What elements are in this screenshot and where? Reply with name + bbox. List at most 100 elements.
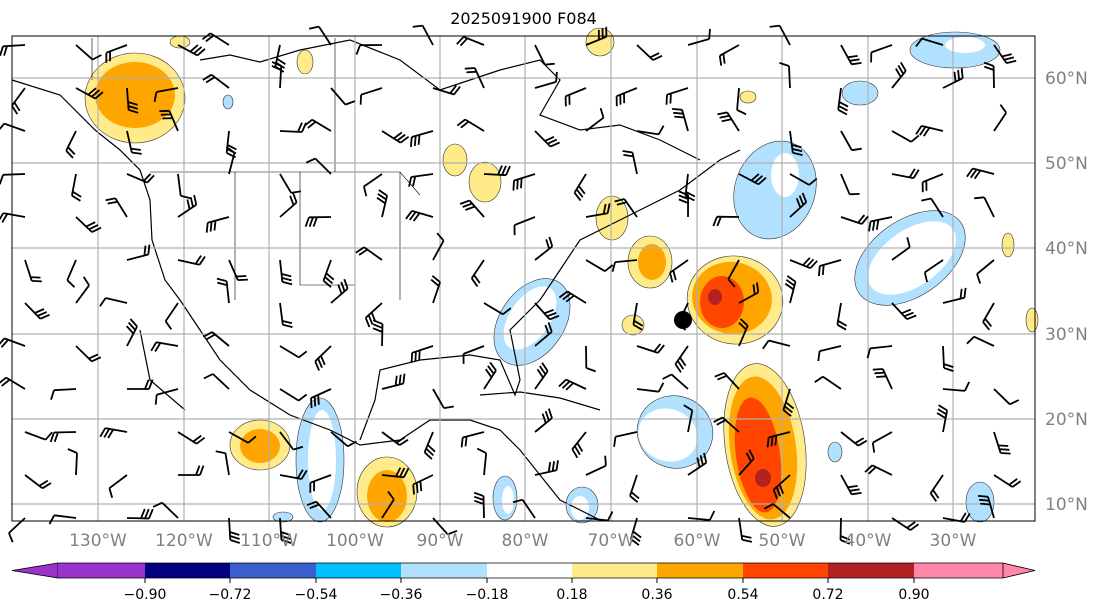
- wind-barb: [0, 122, 26, 132]
- wind-barb: [432, 232, 445, 261]
- contour-fill: [621, 314, 645, 336]
- wind-barb: [571, 431, 587, 459]
- wind-barb: [840, 214, 869, 225]
- contour-fill: [367, 470, 407, 522]
- colorbar-segment: [743, 563, 828, 578]
- wind-barb: [789, 257, 818, 270]
- wind-barb: [75, 216, 102, 233]
- contour-fill: [868, 221, 956, 295]
- contour-fill: [638, 408, 698, 462]
- wind-barb: [456, 118, 485, 132]
- colorbar-tick-label: 0.36: [641, 587, 672, 603]
- wind-barb: [718, 44, 740, 66]
- contour-fill: [771, 153, 799, 197]
- wind-barb: [636, 44, 663, 61]
- lat-label: 40°N: [1045, 239, 1088, 259]
- wind-barb: [717, 111, 740, 132]
- wind-barb: [381, 467, 410, 479]
- wind-barb: [977, 495, 995, 519]
- lon-label: 80°W: [502, 531, 549, 551]
- wind-barb: [665, 87, 689, 105]
- wind-barb: [929, 474, 944, 502]
- wind-barb: [177, 44, 206, 57]
- wind-barb: [11, 87, 26, 115]
- wind-barb: [202, 73, 230, 89]
- wind-barb: [585, 26, 608, 46]
- wind-barb: [738, 449, 755, 476]
- wind-barb: [669, 259, 689, 283]
- contour-fill: [595, 195, 629, 241]
- wind-barb: [870, 44, 893, 63]
- wind-barb: [966, 335, 995, 347]
- wind-barb: [534, 322, 553, 347]
- wind-barb: [779, 62, 791, 89]
- wind-barb: [8, 517, 26, 543]
- wind-barb: [613, 431, 638, 447]
- colorbar: −0.90 −0.72 −0.54 −0.36 −0.18 0.18 0.36 0.54 0.7…: [11, 562, 1036, 603]
- wind-barb: [614, 198, 638, 218]
- anomaly-contours: [84, 27, 1039, 528]
- wind-barb: [678, 190, 689, 218]
- latitude-labels: 60°N 50°N 40°N 30°N 20°N 10°N: [1045, 69, 1088, 515]
- lon-label: 100°W: [326, 531, 384, 551]
- wind-barbs: [0, 24, 1022, 546]
- wind-barb: [512, 498, 536, 519]
- wind-barb: [534, 460, 559, 476]
- wind-barb: [629, 474, 640, 503]
- wind-barb: [782, 388, 795, 417]
- contour-fill: [827, 441, 843, 463]
- wind-barb: [127, 379, 154, 390]
- wind-barb: [330, 87, 356, 106]
- wind-barb: [0, 376, 26, 390]
- wind-barb: [982, 302, 995, 331]
- wind-barb: [891, 517, 920, 531]
- wind-barb: [866, 345, 893, 359]
- wind-barb: [483, 165, 511, 177]
- wind-barb: [687, 28, 711, 46]
- wind-barb: [818, 259, 842, 277]
- lat-label: 10°N: [1045, 495, 1088, 515]
- wind-barb: [279, 517, 292, 544]
- wind-barb: [585, 345, 597, 373]
- coastlines: [11, 38, 741, 521]
- wind-barb: [891, 168, 920, 179]
- wind-barb: [205, 216, 230, 233]
- contour-fill: [468, 161, 502, 203]
- wind-barb: [558, 290, 587, 304]
- wind-barb: [153, 87, 179, 102]
- colorbar-extend-low: [11, 562, 59, 579]
- wind-barb: [99, 297, 128, 307]
- colorbar-extend-high: [1002, 562, 1036, 579]
- wind-barb: [412, 474, 434, 495]
- wind-barb: [108, 474, 128, 499]
- wind-barb: [762, 339, 791, 350]
- wind-barb: [50, 388, 77, 400]
- wind-barb: [376, 189, 388, 218]
- wind-barb: [915, 125, 944, 137]
- contour-fill: [755, 469, 771, 487]
- wind-barb: [840, 474, 862, 496]
- lon-label: 70°W: [588, 531, 635, 551]
- wind-barb: [75, 87, 104, 100]
- colorbar-segment: [657, 563, 743, 578]
- wind-barb: [322, 259, 335, 288]
- wind-barb: [683, 404, 694, 433]
- wind-barb: [0, 337, 26, 348]
- map-frame: [11, 35, 1036, 522]
- wind-barb: [534, 302, 560, 321]
- wind-barb: [585, 259, 614, 272]
- wind-barb: [432, 388, 454, 409]
- wind-barb: [410, 345, 434, 363]
- wind-barb: [49, 431, 77, 443]
- wind-barb: [872, 368, 893, 390]
- wind-barb: [483, 302, 512, 316]
- contour-fill: [442, 143, 468, 177]
- wind-barb: [105, 197, 128, 218]
- colorbar-tick-label: 0.72: [812, 587, 843, 603]
- lon-label: 110°W: [240, 531, 298, 551]
- wind-barb: [684, 173, 696, 202]
- wind-barb: [279, 173, 302, 194]
- wind-barb: [470, 259, 485, 288]
- coastline: [11, 79, 601, 521]
